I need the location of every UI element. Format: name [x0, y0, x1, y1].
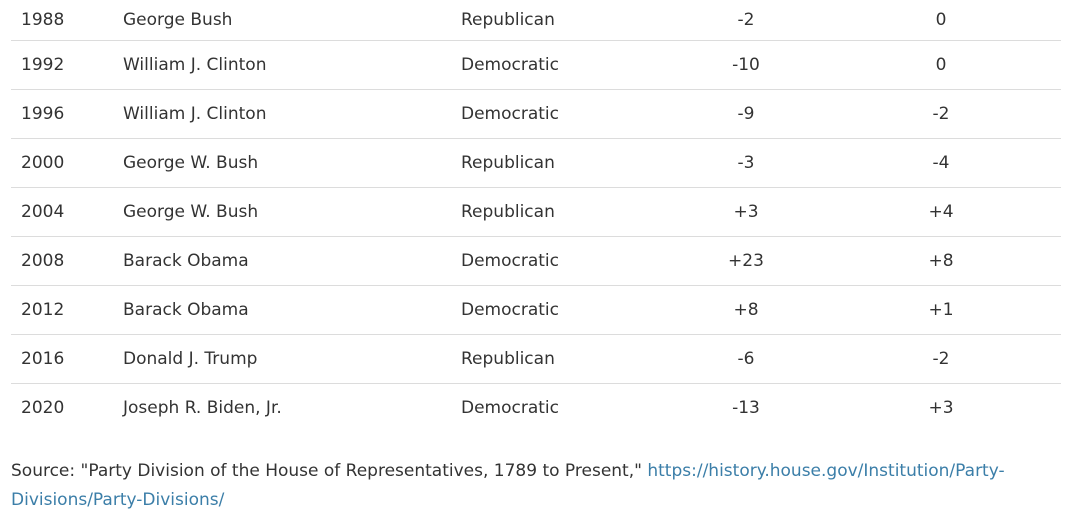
year-cell: 2008: [11, 236, 123, 286]
table-row: 1992 William J. Clinton Democratic -10 0: [11, 40, 1061, 90]
senate-change-cell: +4: [821, 187, 1061, 237]
president-cell: Barack Obama: [123, 236, 461, 286]
house-change-cell: -6: [671, 334, 821, 384]
year-cell: 2012: [11, 285, 123, 335]
senate-change-cell: +8: [821, 236, 1061, 286]
party-cell: Democratic: [461, 89, 671, 139]
table-row: 2008 Barack Obama Democratic +23 +8: [11, 236, 1061, 286]
house-change-cell: -2: [671, 0, 821, 41]
table-row: 1988 George Bush Republican -2 0: [11, 0, 1061, 41]
source-text: Source: "Party Division of the House of …: [11, 461, 648, 481]
year-cell: 2000: [11, 138, 123, 188]
house-change-cell: -9: [671, 89, 821, 139]
party-cell: Democratic: [461, 285, 671, 335]
house-change-cell: -13: [732, 398, 760, 418]
senate-change-cell: 0: [821, 40, 1061, 90]
year-cell: 2004: [11, 187, 123, 237]
president-cell: William J. Clinton: [123, 89, 461, 139]
senate-change-cell: +3: [928, 398, 954, 418]
table-row: 2012 Barack Obama Democratic +8 +1: [11, 285, 1061, 335]
table-row: 2020 Joseph R. Biden, Jr. Democratic -13 +3: [11, 384, 1061, 433]
senate-change-cell: -4: [821, 138, 1061, 188]
year-cell: 1996: [11, 89, 123, 139]
president-cell: William J. Clinton: [123, 40, 461, 90]
results-table: 1988 George Bush Republican -2 0 1992 William …: [11, 0, 1061, 432]
house-change-cell: +8: [671, 285, 821, 335]
senate-change-cell: +1: [821, 285, 1061, 335]
party-cell: Democratic: [461, 40, 671, 90]
table-row: 2016 Donald J. Trump Republican -6 -2: [11, 334, 1061, 384]
president-cell: George Bush: [123, 0, 461, 41]
party-cell: Republican: [461, 187, 671, 237]
house-change-cell: +3: [671, 187, 821, 237]
senate-change-cell: -2: [821, 334, 1061, 384]
party-cell: Republican: [461, 0, 671, 41]
president-cell: George W. Bush: [123, 138, 461, 188]
party-cell: Democratic: [461, 398, 559, 418]
results-table-body: 1988 George Bush Republican -2 0 1992 William …: [11, 0, 1061, 432]
house-change-cell: -3: [671, 138, 821, 188]
senate-change-cell: 0: [821, 0, 1061, 41]
house-change-cell: -10: [671, 40, 821, 90]
president-cell: Joseph R. Biden, Jr.: [123, 398, 282, 418]
source-note: Source: "Party Division of the House of …: [11, 457, 1011, 515]
house-change-cell: +23: [671, 236, 821, 286]
year-cell: 2016: [11, 334, 123, 384]
senate-change-cell: -2: [821, 89, 1061, 139]
president-cell: Barack Obama: [123, 285, 461, 335]
table-row: 1996 William J. Clinton Democratic -9 -2: [11, 89, 1061, 139]
president-cell: George W. Bush: [123, 187, 461, 237]
table-row: 2004 George W. Bush Republican +3 +4: [11, 187, 1061, 237]
party-cell: Republican: [461, 138, 671, 188]
president-cell: Donald J. Trump: [123, 334, 461, 384]
source-link[interactable]: https://history.house.gov/Institution/Pa…: [11, 461, 1005, 510]
party-cell: Republican: [461, 334, 671, 384]
table-row: 2000 George W. Bush Republican -3 -4: [11, 138, 1061, 188]
year-cell: 2020: [21, 398, 65, 418]
year-cell: 1992: [11, 40, 123, 90]
year-cell: 1988: [11, 0, 123, 41]
party-cell: Democratic: [461, 236, 671, 286]
results-table-container: 1988 George Bush Republican -2 0 1992 William …: [11, 0, 1061, 432]
